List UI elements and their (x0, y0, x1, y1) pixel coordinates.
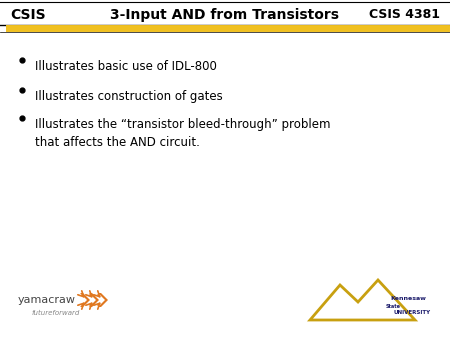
Text: CSIS: CSIS (10, 8, 45, 22)
Text: UNIVERSITY: UNIVERSITY (393, 310, 430, 314)
Text: yamacraw: yamacraw (18, 295, 76, 305)
Text: Kennesaw: Kennesaw (390, 295, 426, 300)
Polygon shape (80, 293, 90, 307)
Text: Illustrates basic use of IDL-800: Illustrates basic use of IDL-800 (35, 60, 217, 73)
Polygon shape (89, 293, 99, 307)
Text: Illustrates construction of gates: Illustrates construction of gates (35, 90, 223, 103)
Text: Illustrates the “transistor bleed-through” problem
that affects the AND circuit.: Illustrates the “transistor bleed-throug… (35, 118, 330, 149)
Text: State: State (386, 304, 401, 309)
Text: 3-Input AND from Transistors: 3-Input AND from Transistors (111, 8, 339, 22)
Text: CSIS 4381: CSIS 4381 (369, 8, 440, 22)
Polygon shape (98, 293, 108, 307)
Text: futureforward: futureforward (32, 310, 81, 316)
